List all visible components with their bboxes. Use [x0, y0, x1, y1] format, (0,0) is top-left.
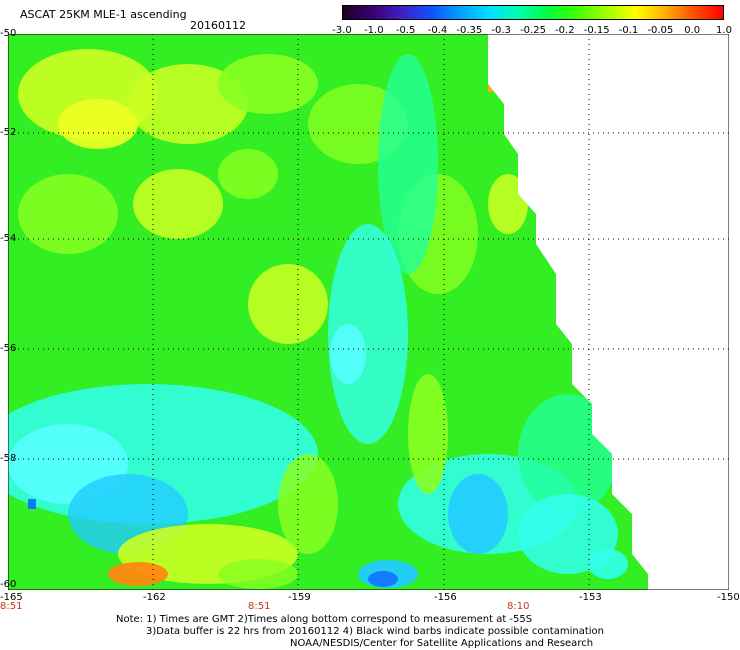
time-label: 8:51	[248, 601, 271, 612]
latitude-label: -60	[0, 579, 17, 590]
longitude-label: -153	[579, 592, 602, 603]
latitude-label: -56	[0, 343, 17, 354]
latitude-label: -58	[0, 453, 17, 464]
field-cell	[520, 182, 528, 190]
field-cell	[28, 499, 36, 509]
colorbar-label: -0.4	[427, 25, 448, 36]
colorbar-label: 1.0	[716, 25, 732, 36]
longitude-label: -165	[0, 592, 23, 603]
note-line-3: NOAA/NESDIS/Center for Satellite Applica…	[290, 638, 594, 649]
wind-field-map	[7, 33, 730, 591]
field-patch	[488, 174, 528, 234]
map-area	[7, 33, 730, 591]
field-cell	[488, 84, 496, 92]
latitude-label: -50	[0, 28, 17, 39]
field-patch	[448, 474, 508, 554]
field-patch	[133, 169, 223, 239]
colorbar-labels: -3.0 -1.0 -0.5 -0.4 -0.35 -0.3 -0.25 -0.2 -0.15-…	[330, 25, 732, 37]
field-patch	[328, 224, 408, 444]
field-patch	[108, 562, 168, 586]
colorbar-label: -0.15	[583, 25, 610, 36]
field-patch	[588, 549, 628, 579]
colorbar-label: 0.0	[684, 25, 701, 36]
field-patch	[518, 494, 618, 574]
field-patch	[248, 264, 328, 344]
longitude-label: -156	[434, 592, 457, 603]
field-patch	[58, 99, 138, 149]
colorbar-label: -3.0	[332, 25, 352, 36]
map-title: ASCAT 25KM MLE-1 ascending	[20, 8, 187, 21]
map-date: 20160112	[190, 19, 246, 32]
colorbar-label: -0.25	[520, 25, 546, 36]
latitude-label: -54	[0, 233, 17, 244]
time-label: 8:10	[507, 601, 530, 612]
latitude-label: -52	[0, 127, 17, 138]
longitude-label: -150	[717, 592, 740, 603]
colorbar-label: -0.1	[618, 25, 639, 36]
field-patch	[218, 54, 318, 114]
colorbar-label: -0.3	[491, 25, 511, 36]
colorbar-label: -0.2	[555, 25, 575, 36]
field-patch	[218, 559, 298, 589]
field-cell	[656, 569, 666, 579]
colorbar	[342, 5, 724, 20]
note-line-2: 3)Data buffer is 22 hrs from 20160112 4)…	[146, 626, 604, 637]
longitude-label: -162	[143, 592, 166, 603]
colorbar-label: -1.0	[364, 25, 384, 36]
field-patch	[368, 571, 398, 587]
swath-field	[8, 34, 666, 590]
note-line-1: Note: 1) Times are GMT 2)Times along bot…	[116, 614, 533, 625]
field-patch	[330, 324, 366, 384]
grid-lines	[8, 34, 729, 590]
longitude-label: -159	[288, 592, 311, 603]
colorbar-label: -0.5	[395, 25, 416, 36]
colorbar-label: -0.35	[456, 25, 483, 36]
field-patch	[408, 374, 448, 494]
colorbar-label: -0.05	[647, 25, 674, 36]
field-patch	[18, 174, 118, 254]
field-patch	[378, 54, 438, 274]
field-patch	[218, 149, 278, 199]
field-patch	[278, 454, 338, 554]
time-label: 8:51	[0, 601, 23, 612]
